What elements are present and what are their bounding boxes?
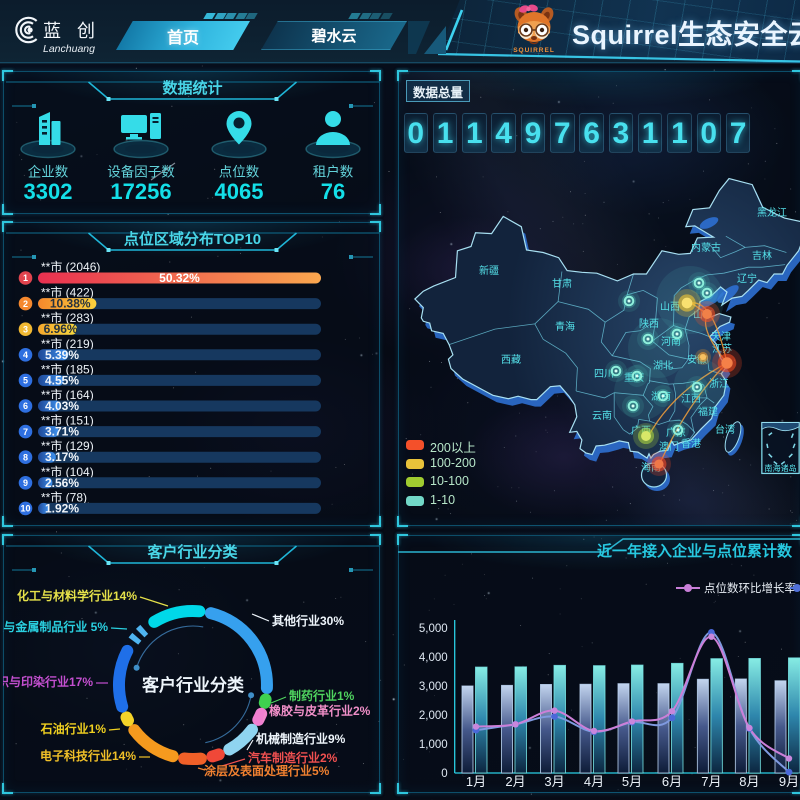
svg-text:6月: 6月 <box>662 774 682 789</box>
svg-text:2月: 2月 <box>505 774 525 789</box>
svg-text:**市 (422): **市 (422) <box>41 285 94 300</box>
svg-text:4.55%: 4.55% <box>45 373 79 387</box>
svg-text:吉林: 吉林 <box>752 249 772 262</box>
svg-text:点位数: 点位数 <box>219 165 260 180</box>
svg-text:SQUIRREL: SQUIRREL <box>513 47 555 54</box>
svg-text:5.39%: 5.39% <box>45 348 79 362</box>
svg-text:5月: 5月 <box>622 774 642 789</box>
svg-text:**市 (219): **市 (219) <box>41 336 94 351</box>
svg-text:近一年接入企业与点位累计数: 近一年接入企业与点位累计数 <box>597 542 793 560</box>
svg-text:76: 76 <box>321 179 345 204</box>
svg-text:3月: 3月 <box>544 774 564 789</box>
svg-text:**市 (129): **市 (129) <box>41 438 94 453</box>
svg-text:2.56%: 2.56% <box>45 476 79 490</box>
svg-text:5,000: 5,000 <box>419 623 448 635</box>
svg-text:设备因子数: 设备因子数 <box>107 164 175 180</box>
svg-text:甘肃: 甘肃 <box>552 277 572 290</box>
svg-text:**市 (104): **市 (104) <box>41 464 94 479</box>
svg-text:9月: 9月 <box>779 774 799 789</box>
svg-text:企业数: 企业数 <box>28 164 69 180</box>
svg-text:钢铁与金属制品行业 5%: 钢铁与金属制品行业 5% <box>3 619 108 634</box>
svg-text:石油行业1%: 石油行业1% <box>40 721 107 736</box>
svg-text:4月: 4月 <box>584 774 604 789</box>
svg-text:4: 4 <box>23 350 28 360</box>
svg-text:南海诸岛: 南海诸岛 <box>764 463 796 473</box>
svg-text:制药行业1%: 制药行业1% <box>289 688 355 703</box>
svg-text:四川: 四川 <box>594 369 614 380</box>
svg-text:西藏: 西藏 <box>501 354 521 366</box>
svg-text:**市 (283): **市 (283) <box>41 310 94 325</box>
svg-text:2,000: 2,000 <box>419 710 448 722</box>
svg-text:云南: 云南 <box>592 409 612 422</box>
svg-text:租户数: 租户数 <box>313 164 354 180</box>
svg-text:客户行业分类: 客户行业分类 <box>146 543 238 561</box>
svg-text:数据统计: 数据统计 <box>162 79 222 97</box>
svg-text:化工与材料学行业14%: 化工与材料学行业14% <box>17 588 137 603</box>
svg-text:纺织与印染行业17%: 纺织与印染行业17% <box>3 674 93 689</box>
svg-text:客户行业分类: 客户行业分类 <box>141 675 245 695</box>
svg-text:湖北: 湖北 <box>653 360 673 372</box>
svg-text:3.71%: 3.71% <box>45 425 79 439</box>
svg-text:1月: 1月 <box>466 774 486 789</box>
svg-text:50.32%: 50.32% <box>159 271 200 285</box>
svg-text:8: 8 <box>23 452 28 462</box>
svg-text:江苏: 江苏 <box>712 342 732 355</box>
svg-text:10: 10 <box>20 504 30 514</box>
svg-text:0: 0 <box>441 768 447 780</box>
svg-text:点位区域分布TOP10: 点位区域分布TOP10 <box>124 230 261 248</box>
svg-text:4.03%: 4.03% <box>45 399 79 413</box>
svg-text:3302: 3302 <box>24 179 73 204</box>
svg-text:1: 1 <box>23 273 28 283</box>
svg-text:1.92%: 1.92% <box>45 501 79 515</box>
svg-text:机械制造行业9%: 机械制造行业9% <box>256 731 346 746</box>
svg-text:1,000: 1,000 <box>419 739 448 751</box>
svg-text:7月: 7月 <box>701 774 721 789</box>
svg-text:3: 3 <box>23 324 28 334</box>
svg-text:新疆: 新疆 <box>479 264 499 277</box>
svg-text:内蒙古: 内蒙古 <box>691 241 721 254</box>
svg-text:蓝创: 蓝创 <box>43 21 111 41</box>
svg-text:**市 (185): **市 (185) <box>41 361 94 376</box>
svg-text:6: 6 <box>23 401 28 411</box>
svg-text:**市 (164): **市 (164) <box>41 387 94 402</box>
svg-text:8月: 8月 <box>739 774 759 789</box>
svg-text:黑龙江: 黑龙江 <box>757 206 787 219</box>
svg-text:天津: 天津 <box>711 331 731 343</box>
svg-text:浙江: 浙江 <box>709 378 729 390</box>
svg-text:9: 9 <box>23 478 28 488</box>
svg-text:4,000: 4,000 <box>419 652 448 664</box>
svg-text:7: 7 <box>23 427 28 437</box>
svg-text:辽宁: 辽宁 <box>737 272 757 285</box>
svg-text:涂层及表面处理行业5%: 涂层及表面处理行业5% <box>204 763 330 778</box>
svg-text:江西: 江西 <box>681 393 701 405</box>
svg-text:福建: 福建 <box>698 405 718 418</box>
svg-text:电子科技行业14%: 电子科技行业14% <box>40 748 136 763</box>
svg-text:山西: 山西 <box>660 301 680 313</box>
svg-text:陕西: 陕西 <box>639 317 659 330</box>
svg-text:5: 5 <box>23 376 28 386</box>
svg-text:17256: 17256 <box>110 179 171 204</box>
svg-text:香港: 香港 <box>681 438 701 450</box>
svg-text:6.96%: 6.96% <box>44 322 78 336</box>
svg-text:Lanchuang: Lanchuang <box>43 43 95 55</box>
svg-text:**市 (2046): **市 (2046) <box>41 259 100 274</box>
svg-text:10.38%: 10.38% <box>50 297 91 311</box>
svg-text:4065: 4065 <box>215 179 264 204</box>
svg-text:2: 2 <box>23 299 28 309</box>
svg-text:台湾: 台湾 <box>715 423 735 436</box>
svg-text:点位数环比增长率: 点位数环比增长率 <box>704 581 796 595</box>
svg-text:橡胶与皮革行业2%: 橡胶与皮革行业2% <box>269 703 371 718</box>
svg-text:3.17%: 3.17% <box>45 450 79 464</box>
svg-text:青海: 青海 <box>555 320 575 333</box>
svg-text:其他行业30%: 其他行业30% <box>272 613 344 628</box>
svg-text:**市 (78): **市 (78) <box>41 489 87 504</box>
svg-text:**市 (151): **市 (151) <box>41 413 94 428</box>
svg-text:澳门: 澳门 <box>659 440 679 453</box>
svg-text:汽车制造行业2%: 汽车制造行业2% <box>248 750 338 765</box>
svg-text:3,000: 3,000 <box>419 681 448 693</box>
